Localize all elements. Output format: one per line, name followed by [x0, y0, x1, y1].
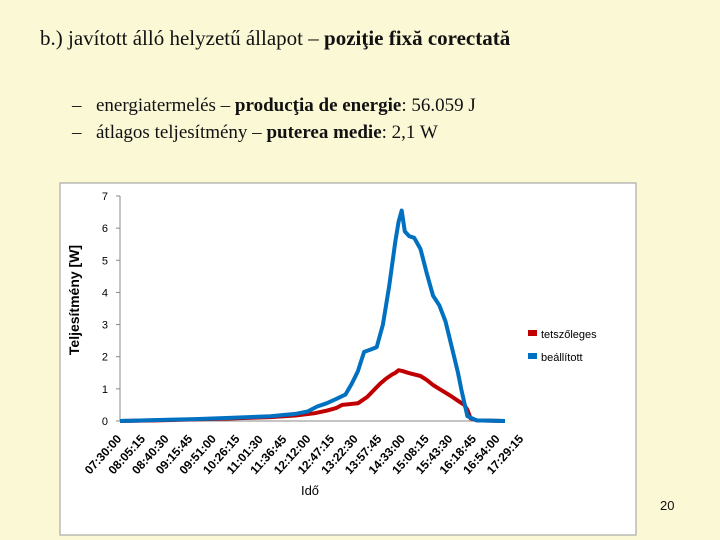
y-axis-label: Teljesítmény [W]	[66, 245, 82, 355]
bullet-dash: –	[72, 95, 82, 116]
y-tick-label: 7	[102, 191, 108, 203]
series-line-tetszoleges	[119, 368, 506, 423]
bullet-bold-text: producţia de energie	[234, 95, 402, 116]
y-tick-label: 5	[102, 255, 108, 267]
legend-swatch-tetszoleges	[528, 330, 537, 336]
bullet-item: – átlagos teljesítmény – puterea medie: 2…	[72, 119, 476, 146]
bullet-value: : 2,1 W	[381, 122, 438, 143]
legend-label-beallitott: beállított	[541, 352, 583, 364]
legend: tetszőleges beállított	[528, 329, 597, 364]
bullet-value: : 56.059 J	[401, 95, 476, 116]
bullet-text: energiatermelés –	[96, 95, 235, 116]
slide-title-bold: poziţie fixă corectată	[324, 26, 511, 50]
bullet-dash: –	[72, 122, 82, 143]
bullet-list: – energiatermelés – producţia de energie:…	[72, 92, 476, 146]
series-line-beallitott	[119, 208, 506, 423]
legend-label-tetszoleges: tetszőleges	[541, 329, 597, 341]
bullet-bold-text: puterea medie	[266, 122, 382, 143]
bullet-item: – energiatermelés – producţia de energie:…	[72, 92, 476, 119]
y-tick-label: 1	[102, 384, 108, 396]
chart-frame	[59, 182, 637, 536]
y-tick-label: 4	[102, 287, 108, 299]
y-tick-group: 0 1 2 3 4 5 6 7	[102, 191, 120, 428]
legend-swatch-beallitott	[528, 353, 537, 359]
y-tick-label: 2	[102, 352, 108, 364]
x-axis-label: Idő	[301, 483, 319, 498]
slide-title-plain: b.) javított álló helyzetű állapot –	[40, 26, 325, 50]
series-group	[119, 208, 506, 423]
y-tick-label: 3	[102, 320, 108, 332]
y-tick-label: 0	[102, 416, 108, 428]
bullet-text: átlagos teljesítmény –	[96, 122, 267, 143]
y-tick-label: 6	[102, 223, 108, 235]
slide-title: b.) javított álló helyzetű állapot – poz…	[40, 26, 510, 51]
page-number: 20	[660, 498, 675, 513]
